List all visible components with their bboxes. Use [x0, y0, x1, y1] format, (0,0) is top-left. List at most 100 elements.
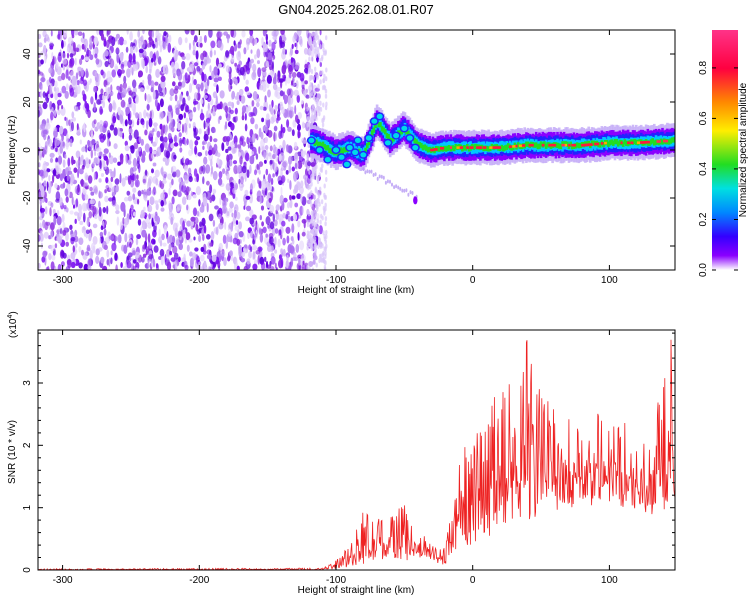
noise-speck — [208, 149, 213, 156]
noise-speck — [296, 243, 299, 253]
noise-speck — [228, 71, 232, 80]
noise-speck — [271, 31, 274, 37]
noise-speck — [103, 148, 109, 154]
noise-speck — [81, 202, 87, 212]
noise-speck — [49, 45, 54, 50]
noise-speck — [252, 70, 257, 78]
noise-speck — [245, 79, 249, 85]
noise-speck — [324, 216, 328, 222]
noise-speck — [139, 87, 145, 93]
track-cell — [623, 139, 627, 145]
noise-speck — [318, 238, 321, 243]
noise-speck — [269, 159, 274, 165]
track-cell — [313, 140, 317, 146]
noise-speck — [319, 44, 322, 50]
track-cell — [390, 138, 394, 144]
noise-speck — [305, 94, 310, 99]
noise-speck — [49, 89, 53, 95]
noise-speck — [120, 155, 124, 165]
noise-speck — [272, 35, 278, 40]
track-cell — [474, 143, 477, 149]
noise-speck — [211, 70, 215, 80]
track-core — [541, 143, 545, 147]
noise-speck — [272, 213, 275, 223]
track-core — [627, 141, 630, 145]
noise-speck — [119, 221, 123, 231]
noise-speck — [308, 266, 311, 270]
noise-speck — [83, 263, 89, 270]
noise-speck — [154, 169, 160, 178]
noise-speck — [265, 152, 269, 161]
noise-speck — [50, 30, 53, 37]
track-cell — [428, 146, 431, 153]
noise-speck — [289, 180, 292, 190]
noise-speck — [274, 262, 277, 269]
noise-speck — [97, 73, 101, 82]
track-cell — [544, 143, 548, 149]
track-blob-core — [324, 157, 331, 163]
noise-speck — [124, 140, 128, 147]
noise-speck — [162, 139, 165, 149]
noise-speck — [269, 245, 274, 253]
noise-speck — [301, 100, 304, 105]
noise-speck — [79, 58, 83, 65]
noise-speck — [38, 119, 41, 129]
noise-speck — [83, 212, 86, 223]
noise-speck — [279, 35, 282, 45]
track-cell — [564, 141, 567, 147]
noise-speck — [259, 181, 262, 189]
noise-speck — [262, 43, 268, 53]
noise-speck — [208, 265, 211, 270]
noise-speck — [313, 216, 316, 222]
noise-speck — [227, 37, 230, 44]
track-core — [581, 143, 586, 147]
noise-speck — [230, 122, 235, 131]
noise-speck — [293, 257, 299, 262]
noise-speck — [305, 168, 308, 177]
noise-speck — [186, 138, 189, 146]
noise-speck — [295, 114, 299, 123]
noise-speck — [247, 143, 250, 149]
noise-speck — [62, 52, 66, 59]
noise-speck — [183, 112, 186, 119]
noise-speck — [264, 124, 268, 134]
noise-speck — [57, 92, 62, 98]
noise-speck — [78, 246, 82, 253]
noise-speck — [144, 129, 148, 136]
noise-speck — [234, 225, 240, 232]
noise-speck — [65, 140, 69, 150]
noise-speck — [288, 109, 294, 119]
track-cell — [325, 145, 328, 151]
noise-speck — [117, 127, 121, 137]
noise-speck — [170, 118, 176, 128]
noise-speck — [132, 193, 136, 201]
noise-speck — [219, 31, 223, 37]
track-cell — [421, 145, 425, 151]
noise-speck — [78, 203, 82, 213]
noise-speck — [278, 78, 284, 83]
noise-speck — [321, 54, 324, 60]
noise-speck — [111, 242, 117, 252]
noise-speck — [301, 206, 304, 215]
noise-speck — [246, 65, 251, 75]
noise-speck — [186, 204, 189, 211]
noise-speck — [300, 193, 303, 203]
noise-speck — [278, 153, 282, 162]
noise-speck — [251, 252, 257, 261]
noise-speck — [245, 216, 250, 222]
noise-speck — [126, 255, 130, 261]
noise-speck — [44, 55, 47, 64]
noise-speck — [69, 138, 73, 148]
noise-speck — [325, 101, 328, 107]
noise-speck — [212, 91, 217, 99]
track-cell — [671, 137, 674, 143]
noise-speck — [322, 256, 325, 262]
track-cell — [464, 145, 467, 151]
track-cell — [618, 139, 622, 146]
noise-speck — [244, 113, 247, 121]
noise-speck — [295, 80, 299, 89]
noise-speck — [280, 248, 283, 254]
noise-speck — [168, 244, 172, 250]
noise-speck — [291, 195, 296, 200]
noise-speck — [296, 95, 300, 103]
